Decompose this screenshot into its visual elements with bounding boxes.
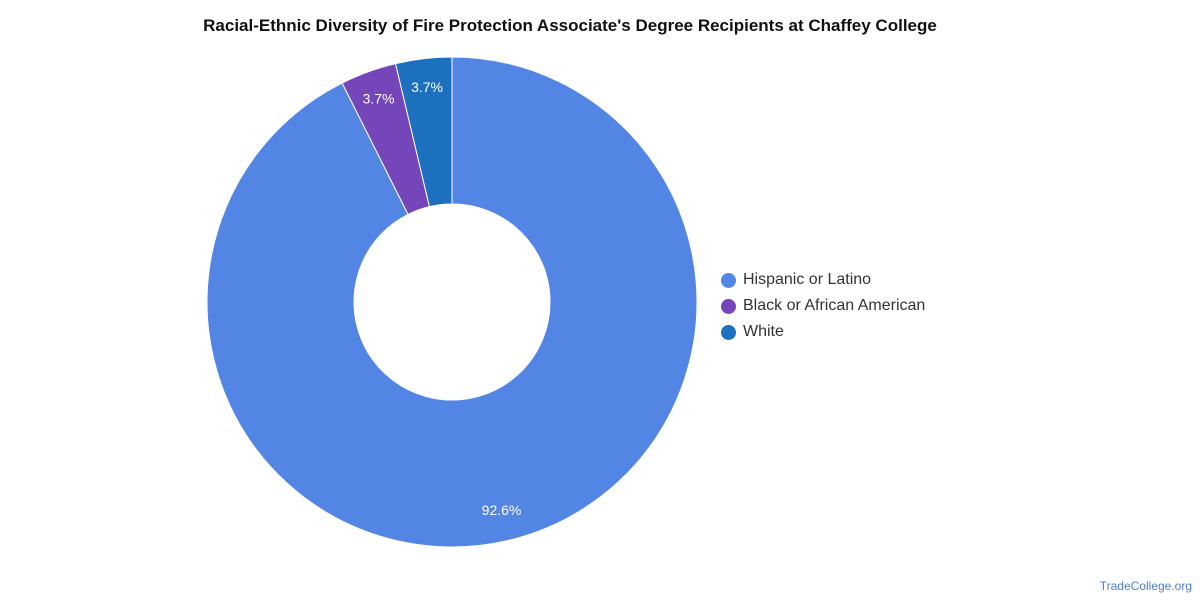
legend: Hispanic or Latino Black or African Amer… [721, 267, 925, 345]
legend-swatch [721, 324, 736, 340]
donut-slice-hispanic-or-latino[interactable] [206, 56, 698, 548]
legend-swatch [721, 272, 736, 288]
legend-label: Black or African American [743, 297, 926, 314]
donut-slice-white[interactable] [394, 56, 453, 208]
legend-swatch [721, 298, 736, 314]
legend-label: White [743, 323, 784, 340]
chart-title: Racial-Ethnic Diversity of Fire Protecti… [203, 16, 937, 35]
slice-data-label: 92.6% [482, 502, 522, 518]
legend-item-black-or-african-american[interactable]: Black or African American [721, 293, 925, 319]
legend-label: Hispanic or Latino [743, 271, 872, 288]
watermark-link[interactable]: TradeCollege.org [1099, 579, 1192, 593]
legend-item-white[interactable]: White [721, 319, 925, 345]
legend-item-hispanic-or-latino[interactable]: Hispanic or Latino [721, 267, 925, 293]
slice-data-label: 3.7% [411, 79, 443, 95]
slice-data-label: 3.7% [363, 91, 395, 107]
